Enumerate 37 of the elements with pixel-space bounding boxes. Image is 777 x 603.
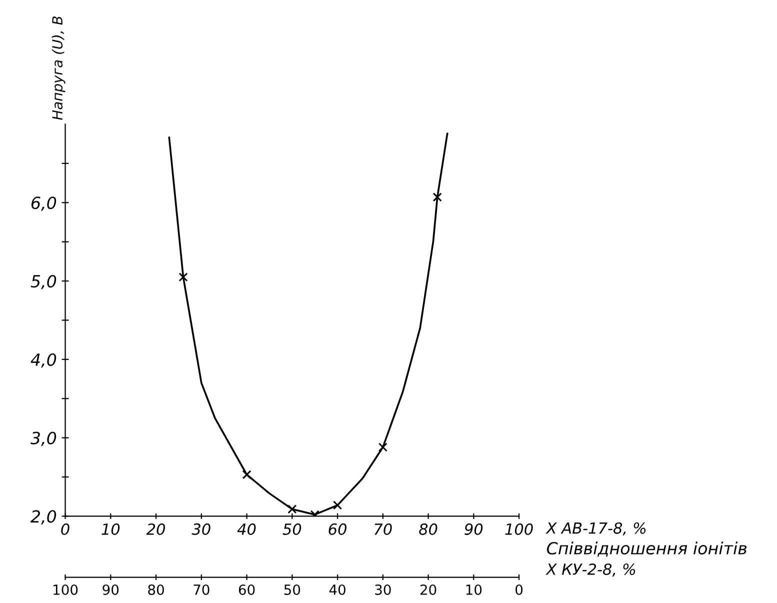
y-tick-label: 2,0 (30, 510, 56, 524)
x2-tick-label: 90 (102, 584, 119, 595)
y-tick-label: 5,0 (30, 274, 56, 290)
x2-tick-label: 10 (466, 584, 482, 595)
x2-tick-label: 70 (194, 584, 210, 595)
x-tick-label: 0 (61, 523, 70, 535)
y-axis-title: Напруга (U), В (52, 16, 66, 120)
x-tick-label: 30 (192, 523, 210, 535)
point (288, 504, 297, 514)
x-tick-label: 50 (282, 523, 302, 535)
point (242, 470, 252, 480)
point (378, 442, 388, 452)
y-tick-label: 3,0 (30, 432, 56, 446)
x-tick-label: 40 (237, 523, 256, 535)
x2-tick-label: 0 (516, 584, 523, 595)
y-tick-label: 4,0 (30, 353, 56, 368)
x2-tick-label: 80 (148, 584, 164, 595)
x2-tick-label: 20 (420, 584, 436, 595)
x-tick-label: 80 (419, 523, 438, 535)
x-axis-title: X АВ-17-8, % (546, 522, 646, 536)
x-tick-label: 60 (328, 523, 346, 535)
x2-tick-label: 60 (238, 584, 255, 595)
x2-tick-label: 40 (329, 584, 346, 595)
point (332, 500, 342, 510)
x-tick-label: 90 (464, 523, 483, 535)
point (178, 272, 188, 282)
x-tick-label: 10 (102, 523, 120, 535)
point (432, 192, 442, 202)
x2-tick-label: 100 (54, 584, 78, 595)
text: Співвідношення іонітів (546, 542, 747, 557)
x-tick-label: 100 (505, 523, 533, 535)
x2-axis-title: X КУ-2-8, % (546, 563, 636, 577)
x2-tick-label: 50 (284, 584, 300, 595)
x2-tick-label: 30 (375, 584, 391, 595)
x-tick-label: 20 (146, 523, 165, 535)
x-tick-label: 70 (374, 523, 392, 535)
y-tick-label: 6,0 (31, 196, 56, 211)
